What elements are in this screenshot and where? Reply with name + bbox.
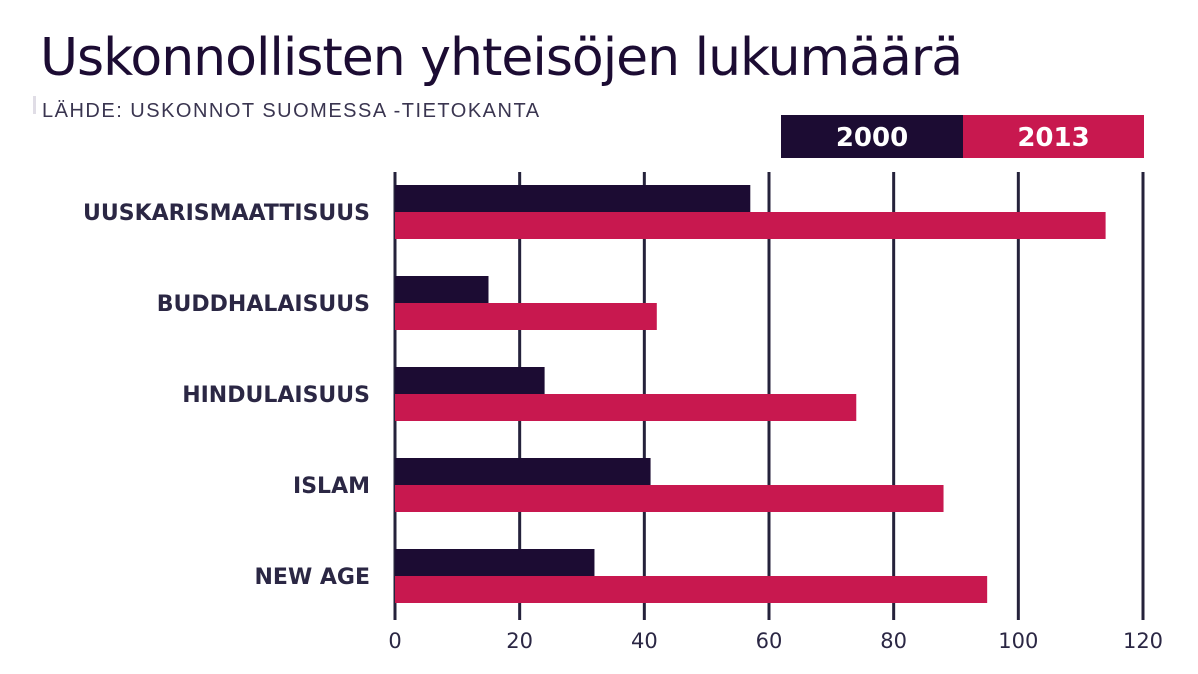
x-tick-label: 0 (388, 629, 401, 653)
legend: 2000 2013 (781, 115, 1144, 158)
accent-bar (33, 96, 36, 114)
x-tick-labels: 0 20 40 60 80 100 120 (388, 629, 1163, 653)
category-label: UUSKARISMAATTISUUS (83, 201, 370, 226)
bar-2000-islam (395, 458, 651, 485)
legend-label-2013: 2013 (1017, 123, 1089, 153)
bar-2000-new-age (395, 549, 595, 576)
category-label: BUDDHALAISUUS (157, 292, 370, 317)
bar-2013-islam (395, 485, 944, 512)
bar-2000-uuskarismaattisuus (395, 185, 751, 212)
source-note: LÄHDE: USKONNOT SUOMESSA -TIETOKANTA (42, 100, 541, 122)
legend-swatch-2013 (963, 115, 1144, 158)
legend-swatch-2000 (781, 115, 963, 158)
x-tick-label: 60 (756, 629, 783, 653)
x-tick-label: 80 (880, 629, 907, 653)
bar-2013-new-age (395, 576, 988, 603)
category-label: ISLAM (293, 474, 370, 499)
chart-title: Uskonnollisten yhteisöjen lukumäärä (40, 28, 963, 88)
bar-2013-hindulaisuus (395, 394, 857, 421)
x-tick-label: 40 (631, 629, 658, 653)
legend-label-2000: 2000 (836, 123, 908, 153)
x-tick-label: 120 (1123, 629, 1163, 653)
x-tick-label: 20 (506, 629, 533, 653)
category-labels: UUSKARISMAATTISUUS BUDDHALAISUUS HINDULAIS… (83, 201, 370, 590)
bar-2013-uuskarismaattisuus (395, 212, 1106, 239)
bar-2000-hindulaisuus (395, 367, 545, 394)
bar-2000-buddhalaisuus (395, 276, 489, 303)
category-label: HINDULAISUUS (182, 383, 370, 408)
bar-2013-buddhalaisuus (395, 303, 657, 330)
x-tick-label: 100 (998, 629, 1038, 653)
category-label: NEW AGE (255, 565, 370, 590)
bars (395, 185, 1106, 603)
